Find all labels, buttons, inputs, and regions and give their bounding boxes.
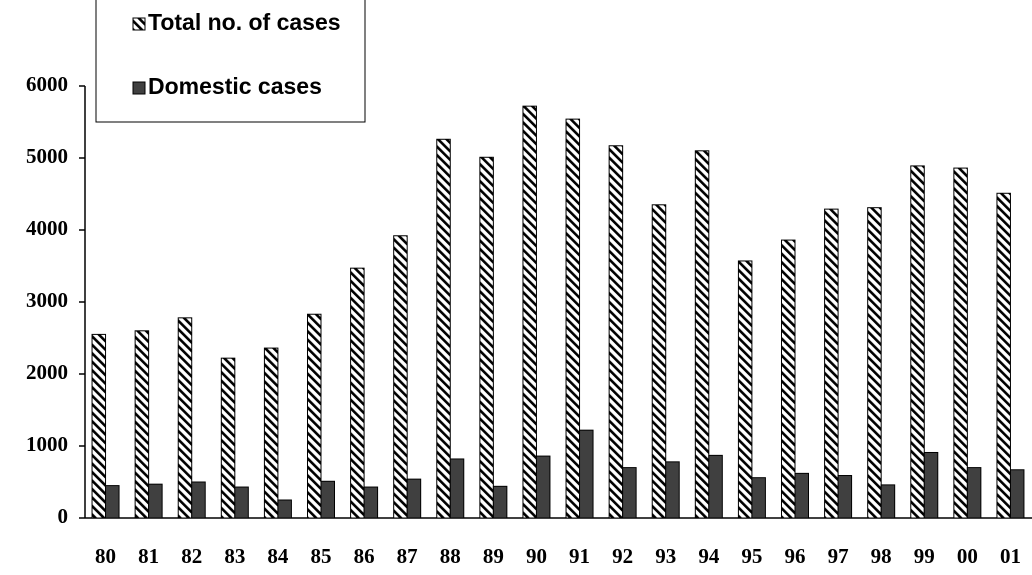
bar — [708, 454, 723, 519]
bar — [479, 156, 494, 519]
y-tick-label: 1000 — [26, 432, 68, 456]
bar — [665, 461, 680, 519]
x-tick-label: 90 — [526, 544, 547, 568]
y-tick-label: 6000 — [26, 72, 68, 96]
bar — [824, 208, 839, 519]
bar — [608, 145, 624, 519]
bar — [794, 472, 809, 519]
y-tick-label: 5000 — [26, 144, 68, 168]
bar — [781, 239, 796, 519]
bar — [436, 138, 451, 519]
bar — [91, 333, 107, 519]
bar — [148, 483, 163, 519]
bar — [522, 105, 537, 519]
bar — [1009, 469, 1025, 519]
x-tick-label: 86 — [354, 544, 375, 568]
bar — [277, 499, 292, 519]
bar — [880, 484, 896, 519]
bar — [737, 260, 753, 519]
x-tick-label: 84 — [267, 544, 289, 568]
x-tick-label: 93 — [655, 544, 676, 568]
bar — [492, 485, 508, 519]
x-tick-label: 00 — [957, 544, 978, 568]
x-tick-label: 96 — [785, 544, 806, 568]
bar — [220, 357, 236, 519]
bar — [263, 347, 279, 519]
x-tick-label: 85 — [311, 544, 332, 568]
bar — [565, 118, 581, 519]
x-tick-label: 83 — [224, 544, 245, 568]
bar — [320, 480, 335, 519]
bar — [350, 267, 365, 519]
bar — [535, 455, 551, 519]
bar — [837, 475, 853, 519]
legend-swatch — [132, 81, 146, 95]
bar — [234, 486, 249, 519]
bar — [910, 165, 925, 519]
legend-label: Domestic cases — [148, 73, 322, 99]
x-tick-label: 94 — [698, 544, 720, 568]
x-tick-label: 82 — [181, 544, 202, 568]
x-tick-label: 98 — [871, 544, 892, 568]
bar — [996, 192, 1011, 519]
y-tick-label: 3000 — [26, 288, 68, 312]
bar — [393, 235, 408, 519]
bar — [751, 477, 766, 519]
bar — [953, 167, 968, 519]
x-tick-label: 81 — [138, 544, 159, 568]
bar — [651, 204, 667, 519]
y-tick-label: 4000 — [26, 216, 68, 240]
bar — [622, 467, 637, 519]
x-tick-label: 92 — [612, 544, 633, 568]
bar — [579, 429, 594, 519]
x-tick-label: 88 — [440, 544, 461, 568]
bar — [449, 458, 465, 519]
bar — [694, 150, 710, 519]
x-tick-label: 99 — [914, 544, 935, 568]
bar — [966, 467, 982, 519]
legend-swatch — [132, 17, 146, 31]
x-tick-label: 80 — [95, 544, 116, 568]
bar — [363, 486, 379, 519]
bar — [134, 330, 150, 519]
x-tick-label: 97 — [828, 544, 849, 568]
x-tick-label: 91 — [569, 544, 590, 568]
y-tick-label: 0 — [58, 504, 69, 528]
y-tick-label: 2000 — [26, 360, 68, 384]
bar — [105, 485, 120, 519]
x-tick-label: 89 — [483, 544, 504, 568]
x-tick-label: 01 — [1000, 544, 1021, 568]
bar — [307, 313, 322, 519]
x-tick-label: 87 — [397, 544, 418, 568]
bar — [177, 317, 193, 519]
legend-label: Total no. of cases — [148, 9, 341, 35]
x-tick-label: 95 — [741, 544, 762, 568]
bar — [406, 478, 422, 519]
bar — [923, 451, 939, 519]
bar — [191, 481, 206, 519]
bar — [867, 207, 882, 519]
